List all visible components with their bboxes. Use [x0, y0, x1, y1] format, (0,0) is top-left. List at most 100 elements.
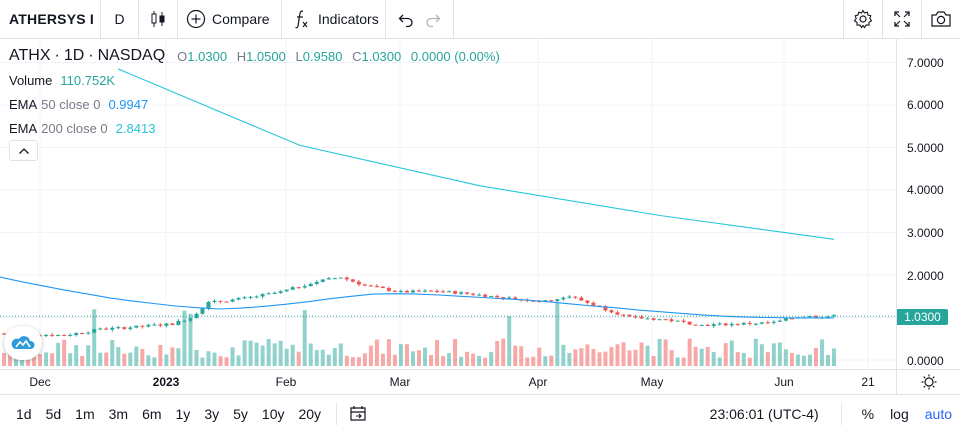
volume-bar	[374, 339, 379, 366]
candle-body	[302, 286, 307, 288]
clock-timezone[interactable]: 23:06:01 (UTC-4)	[709, 406, 819, 422]
volume-bar	[801, 355, 806, 366]
volume-bar	[759, 344, 764, 366]
log-toggle[interactable]: log	[890, 406, 909, 422]
percent-toggle[interactable]: %	[861, 406, 875, 422]
time-label: Jun	[774, 375, 794, 389]
legend-volume-row[interactable]: Volume 110.752K	[9, 68, 506, 92]
snapshot-button[interactable]	[921, 0, 960, 39]
ohlc-close-key: C	[352, 48, 362, 64]
undo-icon[interactable]	[397, 10, 415, 28]
settings-button[interactable]	[843, 0, 882, 39]
volume-bar	[50, 353, 55, 366]
candle-body	[435, 291, 440, 293]
volume-bar	[783, 349, 788, 366]
chart-type-button[interactable]	[139, 0, 178, 39]
volume-value: 110.752K	[60, 72, 116, 88]
volume-bar	[56, 342, 61, 366]
volume-bar	[116, 347, 121, 366]
volume-bar	[62, 339, 67, 366]
range-3m[interactable]: 3m	[108, 406, 129, 422]
volume-bar	[645, 345, 650, 366]
volume-bar	[236, 355, 241, 366]
candle-body	[134, 325, 139, 328]
candles-icon	[151, 11, 165, 27]
ohlc-change: 0.0000 (0.00%)	[410, 48, 500, 64]
volume-bar	[651, 356, 656, 366]
volume-bar	[807, 354, 812, 366]
candle-body	[260, 294, 265, 297]
top-toolbar: ATHERSYS I D Compare Indicators	[0, 0, 960, 39]
range-5d[interactable]: 5d	[45, 406, 62, 422]
candle-body	[230, 299, 235, 302]
time-label: Feb	[275, 375, 297, 389]
volume-bar	[194, 349, 199, 366]
candle-body	[549, 300, 554, 302]
volume-bar	[447, 353, 452, 366]
volume-bar	[717, 357, 722, 366]
volume-bar	[687, 338, 692, 366]
candle-body	[609, 310, 614, 313]
volume-bar	[278, 340, 283, 366]
tradingview-logo[interactable]	[4, 326, 42, 360]
range-5y[interactable]: 5y	[233, 406, 248, 422]
indicators-button[interactable]: Indicators	[282, 0, 386, 39]
fullscreen-button[interactable]	[882, 0, 921, 39]
symbol-search-button[interactable]: ATHERSYS I	[0, 0, 101, 39]
volume-bar	[489, 351, 494, 366]
candle-body	[573, 296, 578, 298]
legend-ema200-row[interactable]: EMA 200 close 0 2.8413	[9, 116, 506, 140]
volume-bar	[627, 350, 632, 366]
candle-body	[368, 285, 373, 287]
candle-body	[429, 290, 434, 292]
candle-body	[513, 297, 518, 300]
auto-toggle[interactable]: auto	[924, 406, 952, 422]
range-1m[interactable]: 1m	[75, 406, 95, 422]
volume-bar	[573, 349, 578, 366]
scale-settings-button[interactable]	[896, 369, 960, 394]
candle-body	[423, 290, 428, 292]
volume-bar	[597, 352, 602, 366]
legend-ema50-row[interactable]: EMA 50 close 0 0.9947	[9, 92, 506, 116]
volume-bar	[302, 310, 307, 366]
price-scale[interactable]: 7.0000 6.0000 5.0000 4.0000 3.0000 2.000…	[896, 39, 960, 369]
candle-body	[200, 308, 205, 314]
volume-bar	[338, 343, 343, 366]
volume-bar	[404, 344, 409, 366]
range-1d[interactable]: 1d	[16, 406, 32, 422]
legend-collapse-button[interactable]	[9, 140, 38, 161]
range-20y[interactable]: 20y	[298, 406, 322, 422]
candle-body	[783, 318, 788, 321]
range-10y[interactable]: 10y	[261, 406, 285, 422]
time-scale[interactable]: Dec 2023 Feb Mar Apr May Jun 21	[0, 369, 896, 394]
volume-bar	[531, 356, 536, 366]
volume-bar	[441, 356, 446, 366]
volume-bar	[465, 351, 470, 366]
volume-bar	[507, 316, 512, 366]
price-label: 5.0000	[907, 141, 944, 155]
camera-icon	[931, 11, 951, 27]
range-1y[interactable]: 1y	[175, 406, 191, 422]
candle-body	[813, 316, 818, 318]
compare-button[interactable]: Compare	[178, 0, 282, 39]
interval-button[interactable]: D	[101, 0, 139, 39]
candle-body	[176, 320, 181, 326]
legend-separator: ·	[88, 47, 94, 64]
range-3y[interactable]: 3y	[204, 406, 220, 422]
candle-body	[44, 335, 49, 337]
fullscreen-icon	[894, 11, 910, 27]
candle-body	[777, 320, 782, 322]
candle-body	[771, 321, 776, 323]
volume-bar	[296, 351, 301, 366]
redo-icon[interactable]	[424, 10, 442, 28]
range-6m[interactable]: 6m	[142, 406, 162, 422]
candle-body	[332, 278, 337, 280]
candle-body	[501, 297, 506, 299]
goto-date-button[interactable]	[349, 404, 367, 425]
volume-bar	[206, 351, 211, 366]
candle-body	[308, 283, 313, 287]
volume-bar	[417, 350, 421, 366]
legend-ticker[interactable]: ATHX	[9, 47, 51, 64]
candle-body	[320, 279, 325, 282]
candle-body	[392, 290, 397, 292]
